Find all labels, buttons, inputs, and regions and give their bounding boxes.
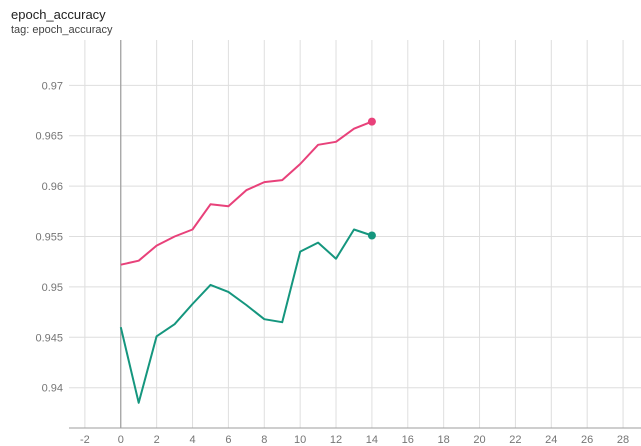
x-tick-label: 28 xyxy=(617,434,629,446)
chart-subtitle: tag: epoch_accuracy xyxy=(11,24,113,36)
x-tick-label: 16 xyxy=(402,434,414,446)
x-tick-label: 10 xyxy=(294,434,306,446)
chart-title: epoch_accuracy xyxy=(11,7,106,22)
tick-labels: -2 0 2 4 6 8 10 12 14 16 18 20 22 24 26 280.940.9450.95… xyxy=(35,80,629,446)
y-tick-label: 0.965 xyxy=(35,131,63,143)
series-line-1 xyxy=(119,228,373,404)
y-tick-label: 0.94 xyxy=(42,383,63,395)
series-line-0 xyxy=(120,120,373,266)
grid xyxy=(69,40,641,428)
series-end-marker-0 xyxy=(367,117,376,126)
x-tick-label: 24 xyxy=(545,434,557,446)
x-tick-label: 2 xyxy=(154,434,160,446)
x-tick-label: 26 xyxy=(581,434,593,446)
x-tick-label: 6 xyxy=(225,434,231,446)
y-tick-label: 0.955 xyxy=(35,232,63,244)
x-tick-label: 12 xyxy=(330,434,342,446)
x-tick-label: 8 xyxy=(261,434,267,446)
x-tick-label: 14 xyxy=(366,434,378,446)
x-tick-label: 20 xyxy=(473,434,485,446)
y-tick-label: 0.95 xyxy=(42,282,63,294)
series-group xyxy=(119,117,376,404)
axes xyxy=(69,40,641,429)
x-tick-label: 0 xyxy=(118,434,124,446)
x-tick-label: -2 xyxy=(80,434,90,446)
series-end-marker-1 xyxy=(367,231,376,240)
x-tick-label: 4 xyxy=(189,434,195,446)
y-tick-label: 0.945 xyxy=(35,332,63,344)
y-tick-label: 0.97 xyxy=(42,80,63,92)
x-tick-label: 18 xyxy=(438,434,450,446)
y-tick-label: 0.96 xyxy=(42,181,63,193)
x-tick-label: 22 xyxy=(509,434,521,446)
